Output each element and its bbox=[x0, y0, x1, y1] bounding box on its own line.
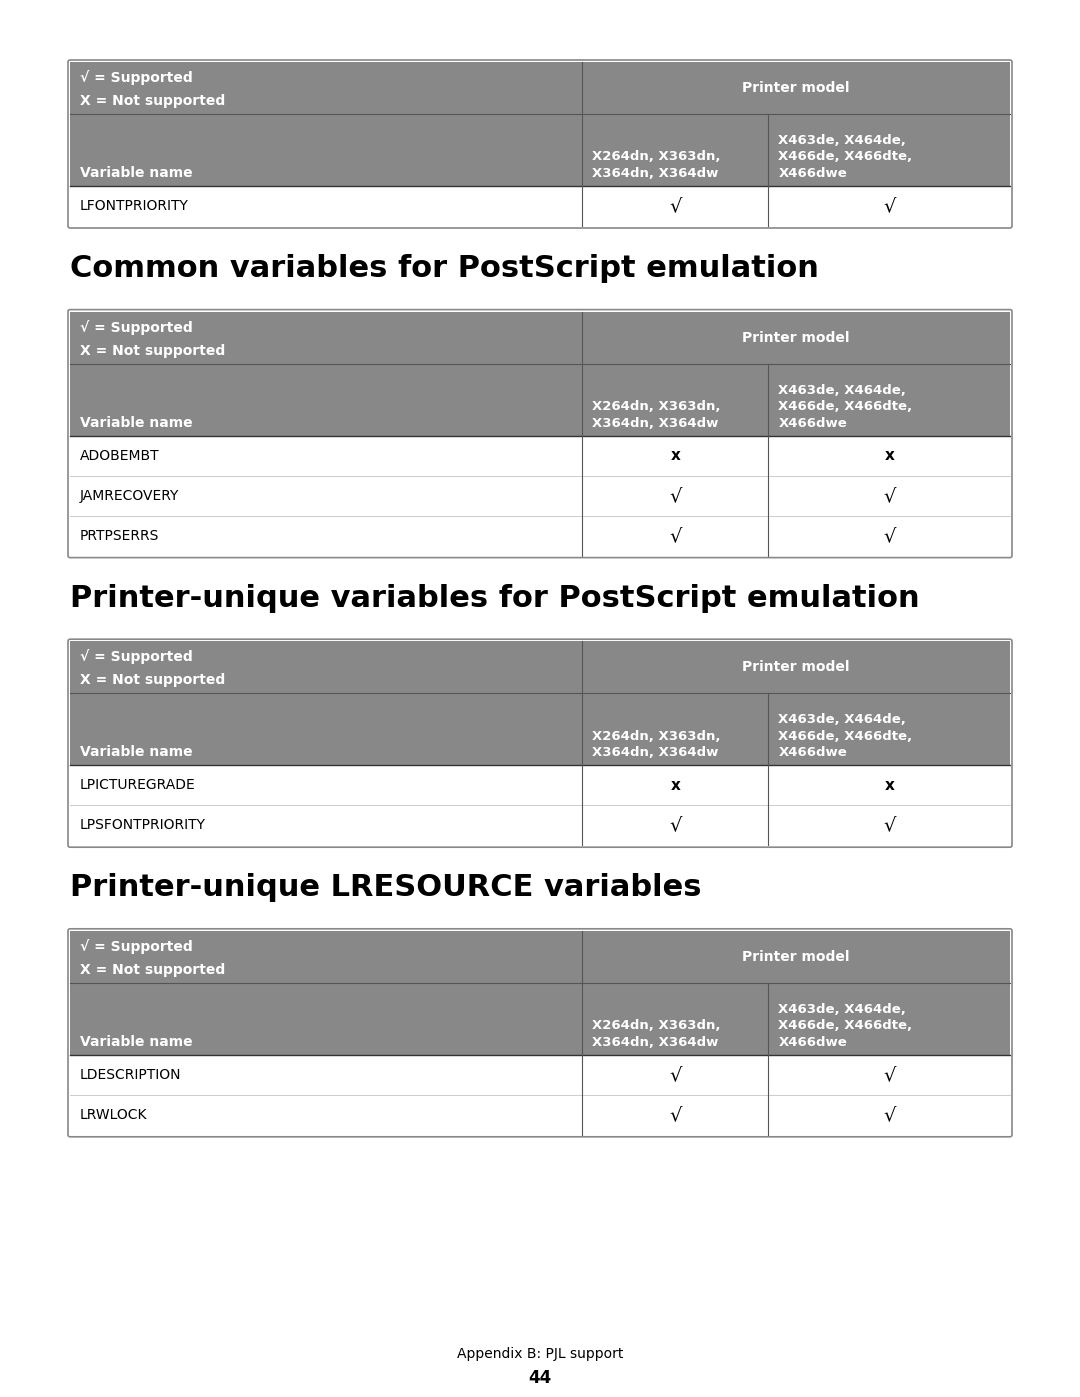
Text: √ = Supported: √ = Supported bbox=[80, 70, 192, 85]
Text: Common variables for PostScript emulation: Common variables for PostScript emulatio… bbox=[70, 254, 819, 284]
Text: √: √ bbox=[670, 816, 681, 834]
Text: X463de, X464de,
X466de, X466dte,
X466dwe: X463de, X464de, X466de, X466dte, X466dwe bbox=[779, 714, 913, 759]
Bar bbox=[70, 475, 1010, 515]
Bar bbox=[70, 1095, 1010, 1134]
Bar bbox=[582, 363, 769, 436]
Text: X = Not supported: X = Not supported bbox=[80, 673, 226, 687]
Text: x: x bbox=[885, 778, 894, 792]
Text: Variable name: Variable name bbox=[80, 745, 192, 759]
Text: Printer-unique LRESOURCE variables: Printer-unique LRESOURCE variables bbox=[70, 873, 702, 902]
Bar bbox=[70, 693, 582, 766]
Text: X264dn, X363dn,
X364dn, X364dw: X264dn, X363dn, X364dn, X364dw bbox=[592, 151, 720, 180]
Bar bbox=[70, 930, 582, 983]
Text: √: √ bbox=[670, 486, 681, 506]
Text: LPICTUREGRADE: LPICTUREGRADE bbox=[80, 778, 195, 792]
Text: √: √ bbox=[670, 1105, 681, 1125]
Bar bbox=[582, 641, 1010, 693]
Bar bbox=[70, 515, 1010, 556]
Text: Appendix B: PJL support: Appendix B: PJL support bbox=[457, 1347, 623, 1361]
Text: √: √ bbox=[883, 527, 895, 545]
Bar bbox=[70, 186, 1010, 226]
Text: √: √ bbox=[883, 1066, 895, 1084]
Text: X = Not supported: X = Not supported bbox=[80, 344, 226, 358]
Text: X463de, X464de,
X466de, X466dte,
X466dwe: X463de, X464de, X466de, X466dte, X466dwe bbox=[779, 134, 913, 180]
Text: √: √ bbox=[883, 197, 895, 215]
Text: Variable name: Variable name bbox=[80, 1035, 192, 1049]
Text: LRWLOCK: LRWLOCK bbox=[80, 1108, 148, 1122]
Text: Printer model: Printer model bbox=[742, 331, 850, 345]
Bar bbox=[70, 436, 1010, 475]
Bar bbox=[70, 805, 1010, 845]
Text: X264dn, X363dn,
X364dn, X364dw: X264dn, X363dn, X364dn, X364dw bbox=[592, 729, 720, 759]
Text: LPSFONTPRIORITY: LPSFONTPRIORITY bbox=[80, 819, 206, 833]
Text: √: √ bbox=[670, 1066, 681, 1084]
Text: Printer-unique variables for PostScript emulation: Printer-unique variables for PostScript … bbox=[70, 584, 920, 613]
Bar bbox=[70, 983, 582, 1055]
Text: X = Not supported: X = Not supported bbox=[80, 963, 226, 977]
Text: √: √ bbox=[670, 527, 681, 545]
Text: PRTPSERRS: PRTPSERRS bbox=[80, 528, 160, 542]
Text: LDESCRIPTION: LDESCRIPTION bbox=[80, 1067, 181, 1081]
Bar bbox=[582, 693, 769, 766]
Bar bbox=[70, 61, 582, 115]
Text: ADOBEMBT: ADOBEMBT bbox=[80, 448, 160, 462]
Bar bbox=[582, 312, 1010, 363]
Bar bbox=[70, 115, 582, 186]
Text: √: √ bbox=[883, 816, 895, 834]
Text: JAMRECOVERY: JAMRECOVERY bbox=[80, 489, 179, 503]
Text: √ = Supported: √ = Supported bbox=[80, 320, 192, 335]
Bar bbox=[70, 1055, 1010, 1095]
Text: √: √ bbox=[883, 486, 895, 506]
Bar bbox=[582, 61, 1010, 115]
Text: √: √ bbox=[883, 1105, 895, 1125]
Text: 44: 44 bbox=[528, 1369, 552, 1387]
Text: x: x bbox=[671, 778, 680, 792]
Text: X463de, X464de,
X466de, X466dte,
X466dwe: X463de, X464de, X466de, X466dte, X466dwe bbox=[779, 1003, 913, 1049]
Bar bbox=[70, 766, 1010, 805]
Bar bbox=[769, 983, 1010, 1055]
Bar bbox=[582, 983, 769, 1055]
Bar bbox=[70, 312, 582, 363]
Bar bbox=[769, 363, 1010, 436]
Bar bbox=[769, 693, 1010, 766]
Text: √ = Supported: √ = Supported bbox=[80, 650, 192, 664]
Bar bbox=[70, 641, 582, 693]
Text: X = Not supported: X = Not supported bbox=[80, 94, 226, 108]
Text: Printer model: Printer model bbox=[742, 661, 850, 675]
Bar bbox=[582, 115, 769, 186]
Text: X463de, X464de,
X466de, X466dte,
X466dwe: X463de, X464de, X466de, X466dte, X466dwe bbox=[779, 384, 913, 430]
Text: √ = Supported: √ = Supported bbox=[80, 939, 192, 954]
Text: X264dn, X363dn,
X364dn, X364dw: X264dn, X363dn, X364dn, X364dw bbox=[592, 1020, 720, 1049]
Bar bbox=[582, 930, 1010, 983]
Text: √: √ bbox=[670, 197, 681, 215]
Bar bbox=[70, 363, 582, 436]
Bar bbox=[769, 115, 1010, 186]
Text: Printer model: Printer model bbox=[742, 950, 850, 964]
Text: LFONTPRIORITY: LFONTPRIORITY bbox=[80, 198, 189, 212]
Text: Printer model: Printer model bbox=[742, 81, 850, 95]
Text: Variable name: Variable name bbox=[80, 166, 192, 180]
Text: Variable name: Variable name bbox=[80, 415, 192, 430]
Text: x: x bbox=[885, 448, 894, 462]
Text: X264dn, X363dn,
X364dn, X364dw: X264dn, X363dn, X364dn, X364dw bbox=[592, 400, 720, 430]
Text: x: x bbox=[671, 448, 680, 462]
